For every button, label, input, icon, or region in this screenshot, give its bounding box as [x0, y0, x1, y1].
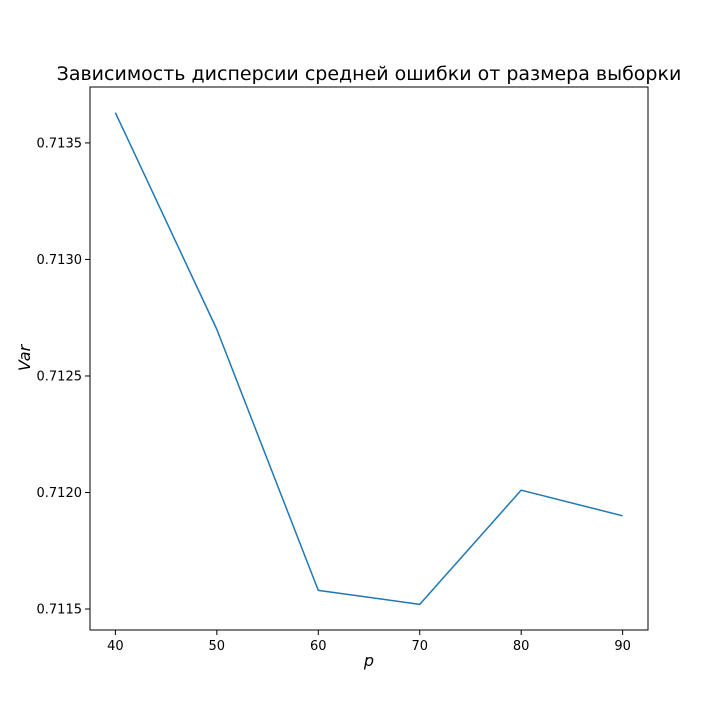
- x-axis-label: p: [363, 651, 374, 670]
- y-tick-label: 0.7125: [37, 369, 83, 384]
- y-tick-label: 0.7115: [37, 603, 83, 618]
- x-tick-label: 60: [310, 639, 327, 654]
- x-tick-label: 70: [411, 639, 428, 654]
- plot-frame: [89, 86, 649, 631]
- x-axis-ticks: 40 50 60 70 80 90: [107, 630, 631, 654]
- chart-title: Зависимость дисперсии средней ошибки от …: [57, 63, 682, 85]
- series-group: [114, 112, 623, 606]
- x-tick-label: 40: [107, 639, 124, 654]
- y-tick-label: 0.7120: [37, 486, 83, 501]
- x-tick-label: 90: [614, 639, 631, 654]
- y-tick-label: 0.7130: [37, 253, 83, 268]
- x-tick-label: 80: [513, 639, 530, 654]
- series-line-0: [114, 112, 623, 606]
- y-axis-ticks: 0.7115 0.7120 0.7125 0.7130 0.7135: [37, 136, 90, 618]
- y-tick-label: 0.7135: [37, 136, 83, 151]
- x-tick-label: 50: [209, 639, 226, 654]
- y-axis-label: Var: [15, 343, 34, 371]
